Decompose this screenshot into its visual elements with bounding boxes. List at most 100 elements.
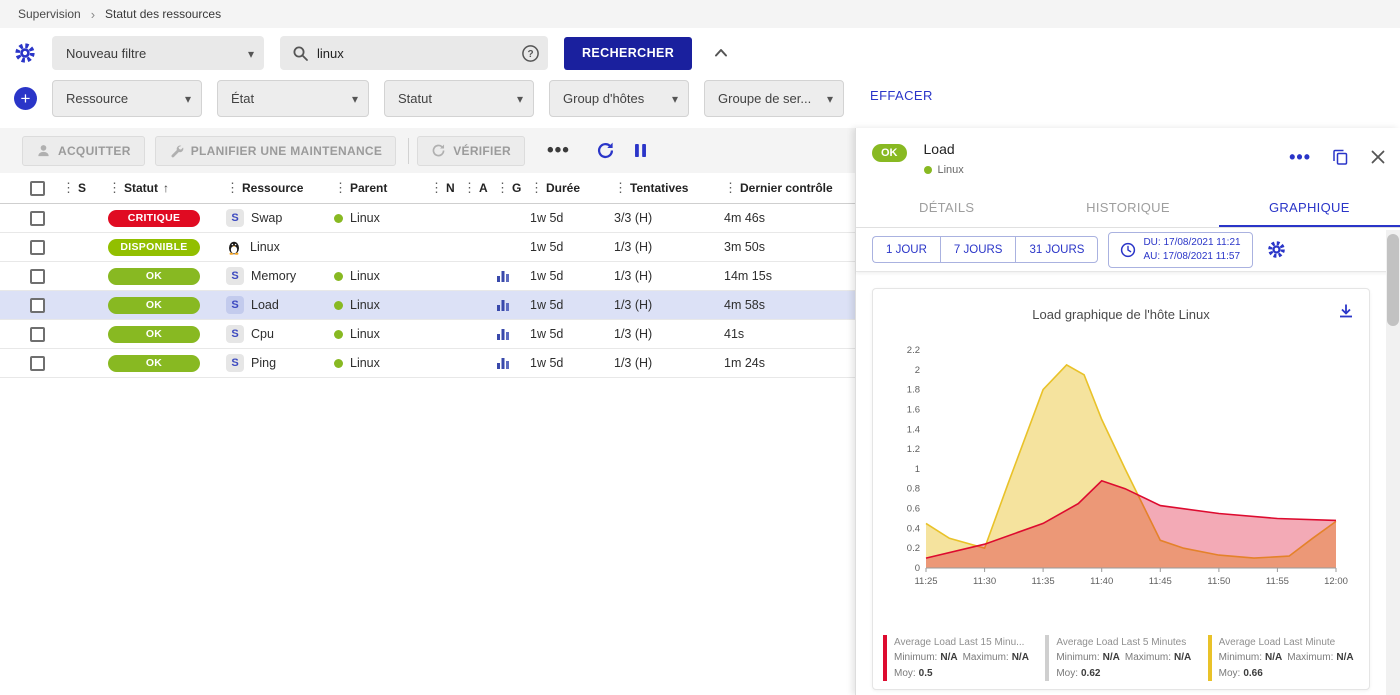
column-header-g[interactable]: G bbox=[512, 181, 521, 195]
column-header-duration[interactable]: Durée bbox=[546, 181, 580, 195]
schedule-maintenance-button[interactable]: PLANIFIER UNE MAINTENANCE bbox=[155, 136, 397, 166]
close-panel-icon[interactable] bbox=[1370, 149, 1386, 165]
resource-name[interactable]: Ping bbox=[251, 356, 276, 370]
parent-status-dot bbox=[334, 301, 343, 310]
drag-indicator-icon[interactable] bbox=[463, 180, 476, 196]
range-7days-button[interactable]: 7 JOURS bbox=[940, 236, 1016, 263]
saved-filter-select[interactable]: Nouveau filtre bbox=[52, 36, 264, 70]
table-row[interactable]: OK SCpu Linux 1w 5d 1/3 (H) 41s bbox=[0, 320, 855, 349]
range-31days-button[interactable]: 31 JOURS bbox=[1015, 236, 1098, 263]
range-1day-button[interactable]: 1 JOUR bbox=[872, 236, 940, 263]
search-button[interactable]: RECHERCHER bbox=[564, 37, 692, 70]
table-header: S Statut Ressource Parent N A G Durée Te… bbox=[0, 173, 855, 204]
refresh-list-icon[interactable] bbox=[596, 141, 615, 160]
legend-item-load5[interactable]: Average Load Last 5 Minutes Minimum:N/AM… bbox=[1045, 635, 1200, 682]
chevron-down-icon bbox=[175, 91, 191, 106]
drag-indicator-icon[interactable] bbox=[496, 180, 509, 196]
drag-indicator-icon[interactable] bbox=[724, 180, 737, 196]
table-row[interactable]: DISPONIBLE Linux 1w 5d 1/3 (H) 3m 50s bbox=[0, 233, 855, 262]
add-criteria-button[interactable]: + bbox=[14, 87, 37, 110]
row-checkbox[interactable] bbox=[30, 356, 45, 371]
more-actions-icon[interactable]: ••• bbox=[547, 146, 570, 156]
parent-name[interactable]: Linux bbox=[350, 211, 380, 225]
row-checkbox[interactable] bbox=[30, 211, 45, 226]
scrollbar-thumb[interactable] bbox=[1387, 234, 1399, 326]
drag-indicator-icon[interactable] bbox=[334, 180, 347, 196]
custom-date-range[interactable]: DU: 17/08/2021 11:21 AU: 17/08/2021 11:5… bbox=[1108, 232, 1252, 268]
parent-name[interactable]: Linux bbox=[350, 298, 380, 312]
criteria-hostgroup-select[interactable]: Group d'hôtes bbox=[549, 80, 689, 117]
parent-name[interactable]: Linux bbox=[350, 327, 380, 341]
collapse-filters-icon[interactable] bbox=[712, 44, 730, 62]
search-input[interactable] bbox=[317, 46, 513, 61]
tab-graph[interactable]: GRAPHIQUE bbox=[1219, 190, 1400, 227]
parent-name[interactable]: Linux bbox=[350, 269, 380, 283]
column-header-parent[interactable]: Parent bbox=[350, 181, 387, 195]
duration-cell: 1w 5d bbox=[530, 233, 614, 261]
drag-indicator-icon[interactable] bbox=[62, 180, 75, 196]
row-checkbox[interactable] bbox=[30, 298, 45, 313]
resource-name[interactable]: Load bbox=[251, 298, 279, 312]
criteria-resource-select[interactable]: Ressource bbox=[52, 80, 202, 117]
filter-settings-button[interactable] bbox=[14, 42, 36, 64]
row-checkbox[interactable] bbox=[30, 327, 45, 342]
clear-filters-button[interactable]: EFFACER bbox=[870, 88, 933, 103]
drag-indicator-icon[interactable] bbox=[530, 180, 543, 196]
acknowledge-button[interactable]: ACQUITTER bbox=[22, 136, 145, 166]
row-checkbox[interactable] bbox=[30, 269, 45, 284]
breadcrumb-current-page[interactable]: Statut des ressources bbox=[105, 7, 221, 21]
panel-host-name[interactable]: Linux bbox=[938, 164, 964, 176]
column-header-a[interactable]: A bbox=[479, 181, 488, 195]
table-row[interactable]: CRITIQUE SSwap Linux 1w 5d 3/3 (H) 4m 46… bbox=[0, 204, 855, 233]
drag-indicator-icon[interactable] bbox=[614, 180, 627, 196]
criteria-state-select[interactable]: État bbox=[217, 80, 369, 117]
tries-cell: 1/3 (H) bbox=[614, 291, 724, 319]
criteria-status-select[interactable]: Statut bbox=[384, 80, 534, 117]
check-button[interactable]: VÉRIFIER bbox=[417, 136, 525, 166]
pause-autorefresh-icon[interactable] bbox=[631, 141, 650, 160]
filter-bar: Nouveau filtre ? RECHERCHER bbox=[14, 36, 730, 70]
legend-item-load1[interactable]: Average Load Last Minute Minimum:N/AMaxi… bbox=[1208, 635, 1363, 682]
resource-name[interactable]: Cpu bbox=[251, 327, 274, 341]
vertical-scrollbar[interactable] bbox=[1386, 230, 1400, 695]
table-row-selected[interactable]: OK SLoad Linux 1w 5d 1/3 (H) 4m 58s bbox=[0, 291, 855, 320]
parent-name[interactable]: Linux bbox=[350, 356, 380, 370]
tab-history[interactable]: HISTORIQUE bbox=[1037, 190, 1218, 227]
graph-icon[interactable] bbox=[496, 327, 510, 341]
resource-name[interactable]: Linux bbox=[250, 240, 280, 254]
duration-cell: 1w 5d bbox=[530, 349, 614, 377]
parent-status-dot bbox=[334, 359, 343, 368]
column-header-severity[interactable]: S bbox=[78, 181, 86, 195]
export-download-icon[interactable] bbox=[1337, 302, 1355, 320]
panel-more-actions-icon[interactable]: ••• bbox=[1289, 153, 1311, 161]
drag-indicator-icon[interactable] bbox=[430, 180, 443, 196]
graph-icon[interactable] bbox=[496, 298, 510, 312]
select-all-checkbox[interactable] bbox=[30, 181, 45, 196]
resource-name[interactable]: Swap bbox=[251, 211, 282, 225]
graph-settings-gear-icon[interactable] bbox=[1267, 240, 1286, 259]
clock-icon bbox=[1120, 242, 1136, 258]
column-header-n[interactable]: N bbox=[446, 181, 455, 195]
tab-details[interactable]: DÉTAILS bbox=[856, 190, 1037, 227]
row-checkbox[interactable] bbox=[30, 240, 45, 255]
drag-indicator-icon[interactable] bbox=[108, 180, 121, 196]
column-header-resource[interactable]: Ressource bbox=[242, 181, 303, 195]
gear-icon bbox=[14, 42, 36, 64]
graph-icon[interactable] bbox=[496, 356, 510, 370]
search-field[interactable]: ? bbox=[280, 36, 548, 70]
copy-link-icon[interactable] bbox=[1332, 148, 1349, 165]
breadcrumb-supervision[interactable]: Supervision bbox=[18, 7, 81, 21]
table-row[interactable]: OK SMemory Linux 1w 5d 1/3 (H) 14m 15s bbox=[0, 262, 855, 291]
resource-name[interactable]: Memory bbox=[251, 269, 296, 283]
graph-icon[interactable] bbox=[496, 269, 510, 283]
criteria-servicegroup-select[interactable]: Groupe de ser... bbox=[704, 80, 844, 117]
help-icon[interactable]: ? bbox=[521, 44, 540, 63]
column-header-status[interactable]: Statut bbox=[124, 181, 158, 195]
table-row[interactable]: OK SPing Linux 1w 5d 1/3 (H) 1m 24s bbox=[0, 349, 855, 378]
legend-item-load15[interactable]: Average Load Last 15 Minu... Minimum:N/A… bbox=[883, 635, 1038, 682]
column-header-tries[interactable]: Tentatives bbox=[630, 181, 688, 195]
column-header-last-check[interactable]: Dernier contrôle bbox=[740, 181, 833, 195]
sort-ascending-icon[interactable] bbox=[163, 181, 169, 195]
tries-cell: 1/3 (H) bbox=[614, 349, 724, 377]
drag-indicator-icon[interactable] bbox=[226, 180, 239, 196]
